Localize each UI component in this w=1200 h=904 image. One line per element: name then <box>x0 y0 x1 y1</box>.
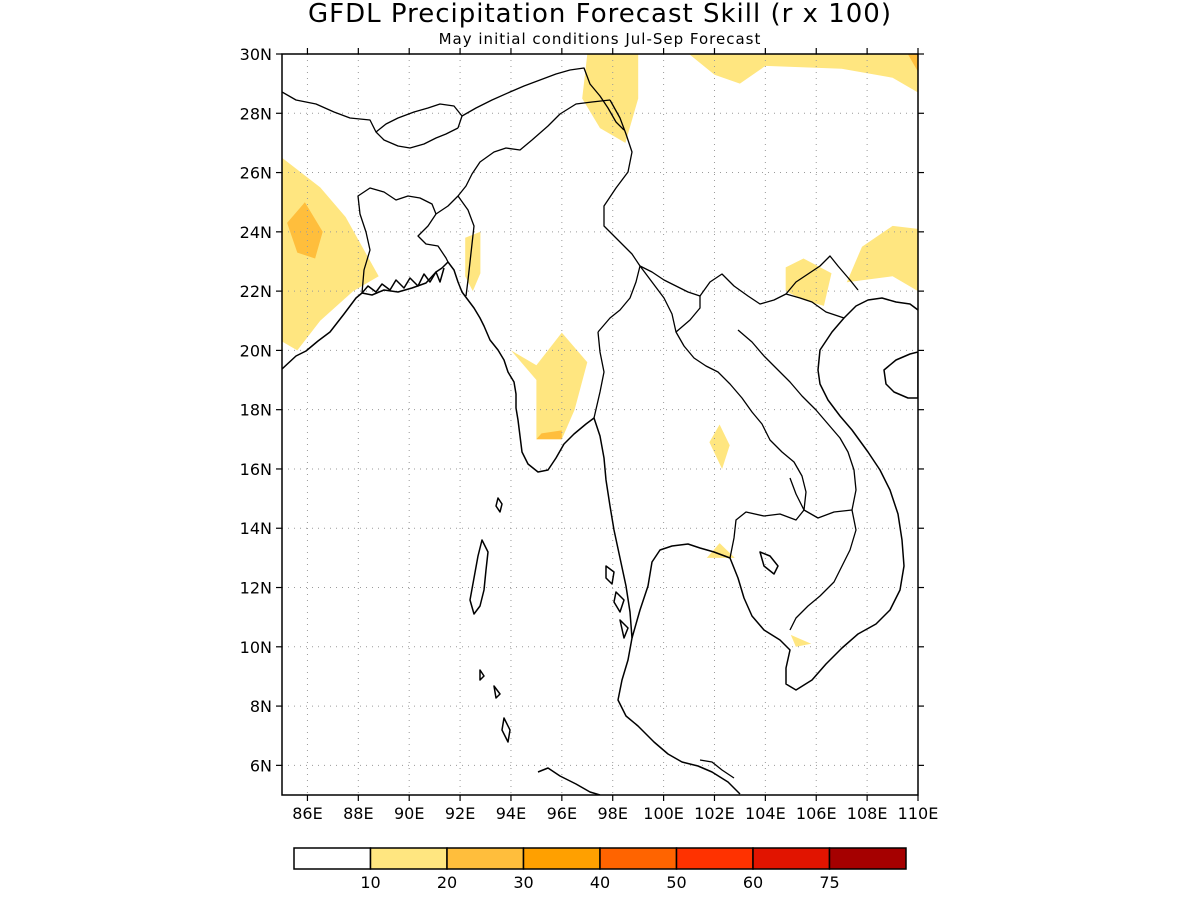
lon-tick-label: 88E <box>343 804 373 823</box>
lat-tick-label: 16N <box>240 460 272 479</box>
skill-region-8 <box>846 225 918 292</box>
ganges-delta <box>361 267 445 294</box>
skill-region-7 <box>907 54 918 72</box>
lon-tick-label: 110E <box>898 804 939 823</box>
lat-tick-label: 6N <box>250 756 272 775</box>
colorbar-swatch-7 <box>828 847 907 870</box>
map-title: GFDL Precipitation Forecast Skill (r x 1… <box>308 0 892 29</box>
mergui-archipelago <box>605 565 629 639</box>
border-thailand-malaysia <box>699 759 735 779</box>
lon-tick-label: 104E <box>745 804 786 823</box>
lon-tick-label: 98E <box>597 804 627 823</box>
lon-tick-label: 106E <box>796 804 837 823</box>
border-india-myanmar-south <box>457 195 475 297</box>
lat-tick-label: 30N <box>240 45 272 64</box>
border-laos-thailand <box>639 265 807 511</box>
border-bangladesh-west <box>357 187 437 294</box>
border-nepal-china <box>282 91 459 149</box>
lon-tick-label: 90E <box>394 804 424 823</box>
skill-region-9 <box>785 258 832 306</box>
border-myanmar-thailand <box>593 331 605 419</box>
colorbar-swatch-4 <box>599 847 678 870</box>
colorbar-swatch-3 <box>522 847 601 870</box>
border-bhutan <box>375 103 463 133</box>
colorbar-label: 40 <box>590 873 610 892</box>
lat-tick-label: 24N <box>240 223 272 242</box>
colorbar-swatch-0 <box>293 847 372 870</box>
latitude-ticks: 6N 8N 10N 12N 14N 16N 18N 20N 22N 24N 26N 28N 30N <box>240 45 924 775</box>
skill-region-4 <box>536 430 562 440</box>
lon-tick-label: 108E <box>847 804 888 823</box>
longitude-ticks: 86E 88E 90E 92E 94E 96E 98E 100E 102E 104E 106E 108… <box>292 48 938 823</box>
lon-tick-label: 94E <box>496 804 526 823</box>
skill-contours <box>282 54 918 647</box>
lon-tick-label: 92E <box>445 804 475 823</box>
skill-region-12 <box>790 634 812 647</box>
hainan-island <box>883 351 918 399</box>
border-himalaya-east <box>461 67 625 131</box>
border-cambodia-vietnam <box>789 509 857 631</box>
sumatra-north <box>537 767 601 795</box>
lat-tick-label: 18N <box>240 401 272 420</box>
lat-tick-label: 28N <box>240 104 272 123</box>
coastline-west <box>282 261 741 795</box>
coastline-east <box>631 297 918 691</box>
colorbar-label: 30 <box>513 873 533 892</box>
map-frame <box>281 53 919 796</box>
border-thailand-cambodia <box>729 509 805 559</box>
border-cambodia-laos <box>789 477 805 511</box>
map-outlines <box>282 67 918 795</box>
lon-tick-label: 86E <box>292 804 322 823</box>
tonle-sap <box>759 551 779 575</box>
andaman-islet <box>495 497 503 513</box>
border-laos-china <box>699 273 845 319</box>
lat-tick-label: 26N <box>240 164 272 183</box>
border-myanmar-laos <box>597 265 641 333</box>
skill-region-1 <box>287 202 323 259</box>
colorbar-swatch-5 <box>675 847 754 870</box>
skill-region-0 <box>282 157 379 351</box>
border-india-myanmar <box>435 99 611 215</box>
skill-region-10 <box>709 424 730 469</box>
nicobar-islands <box>479 669 511 743</box>
skill-region-11 <box>706 543 735 558</box>
skill-region-6 <box>689 54 918 93</box>
lat-tick-label: 12N <box>240 579 272 598</box>
colorbar-label: 75 <box>819 873 839 892</box>
colorbar-swatch-2 <box>446 847 525 870</box>
border-bangladesh-east <box>417 213 449 263</box>
colorbar-swatch-1 <box>369 847 448 870</box>
colorbar-label: 20 <box>437 873 457 892</box>
colorbar-label: 10 <box>360 873 380 892</box>
andaman-islands <box>469 539 489 615</box>
colorbar-swatch-6 <box>752 847 831 870</box>
lat-tick-label: 20N <box>240 341 272 360</box>
border-myanmar-china <box>603 99 701 297</box>
border-thailand-west-laos <box>675 296 701 333</box>
lon-tick-label: 100E <box>643 804 684 823</box>
border-laos-vietnam <box>737 329 857 511</box>
colorbar-legend: 10 20 30 40 50 60 75 <box>293 847 907 892</box>
skill-region-5 <box>582 54 639 143</box>
skill-region-3 <box>511 332 588 440</box>
gridlines <box>282 54 918 795</box>
lon-tick-label: 102E <box>694 804 735 823</box>
map-area: 86E 88E 90E 92E 94E 96E 98E 100E 102E 104E 106E 108… <box>240 45 939 823</box>
map-subtitle: May initial conditions Jul-Sep Forecast <box>439 30 762 48</box>
lat-tick-label: 14N <box>240 519 272 538</box>
lon-tick-label: 96E <box>547 804 577 823</box>
border-china-vietnam <box>785 255 859 295</box>
colorbar-label: 60 <box>743 873 763 892</box>
colorbar-label: 50 <box>666 873 686 892</box>
lat-tick-label: 8N <box>250 697 272 716</box>
lat-tick-label: 22N <box>240 282 272 301</box>
lat-tick-label: 10N <box>240 638 272 657</box>
